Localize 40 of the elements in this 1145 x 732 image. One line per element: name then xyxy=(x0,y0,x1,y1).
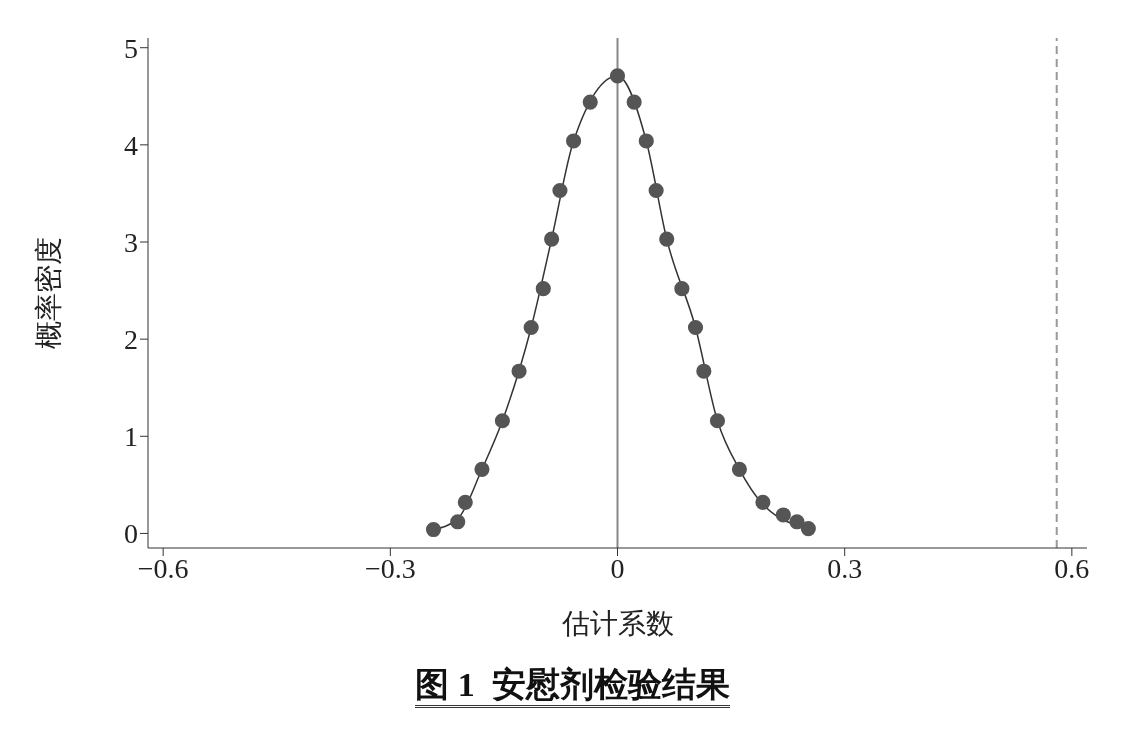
y-tick-label: 1 xyxy=(124,421,138,453)
point xyxy=(523,319,539,336)
y-tick-label: 5 xyxy=(124,32,138,64)
point xyxy=(789,514,805,530)
point xyxy=(582,94,598,110)
point xyxy=(425,521,442,538)
x-tick-label: −0.3 xyxy=(364,552,416,584)
x-tick-label: 0.6 xyxy=(1054,552,1090,584)
point xyxy=(566,133,582,149)
point xyxy=(731,461,747,477)
point xyxy=(696,363,712,379)
point xyxy=(674,281,690,297)
point xyxy=(709,413,726,429)
y-tick-label: 0 xyxy=(124,518,138,550)
point xyxy=(494,413,510,429)
x-tick-label: 0 xyxy=(610,552,625,584)
point xyxy=(535,281,551,297)
point xyxy=(648,182,664,199)
x-axis-title: 估计系数 xyxy=(560,608,674,639)
point xyxy=(687,319,704,336)
x-tick-label: −0.6 xyxy=(137,552,189,584)
point xyxy=(450,514,466,530)
x-tick-label: 0.3 xyxy=(827,552,863,584)
point xyxy=(474,461,490,477)
point xyxy=(552,182,568,199)
point xyxy=(638,133,654,149)
text: 图 1 安慰剂检验结果 xyxy=(415,666,730,708)
point xyxy=(511,363,527,379)
point xyxy=(626,94,642,110)
y-tick-label: 2 xyxy=(124,324,138,356)
point xyxy=(457,494,473,510)
point xyxy=(800,521,816,537)
point xyxy=(609,68,626,84)
y-axis-title: 概率密度 xyxy=(32,237,64,349)
y-tick-label: 4 xyxy=(124,129,138,161)
y-tick-label: 3 xyxy=(124,226,138,258)
point xyxy=(659,231,675,247)
point xyxy=(775,507,791,523)
point xyxy=(755,494,771,510)
point xyxy=(544,231,560,247)
